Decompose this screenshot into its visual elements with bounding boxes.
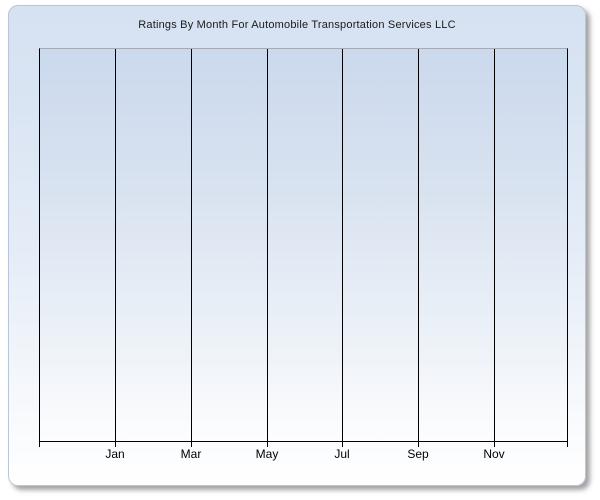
x-gridline-sep (418, 49, 419, 441)
x-axis-label: Mar (180, 447, 202, 461)
x-axis-tick (191, 442, 192, 447)
x-axis-tick (115, 442, 116, 447)
x-axis-tick (267, 442, 268, 447)
x-gridline-jul (342, 49, 343, 441)
x-axis-tick (342, 442, 343, 447)
x-axis-tick (494, 442, 495, 447)
x-axis-label: Nov (483, 447, 505, 461)
x-axis-tick (567, 442, 568, 447)
chart-panel: Ratings By Month For Automobile Transpor… (8, 5, 586, 486)
x-axis-tick (39, 442, 40, 447)
x-gridline-jan (115, 49, 116, 441)
chart-title: Ratings By Month For Automobile Transpor… (138, 19, 456, 31)
x-axis-labels: Jan Mar May Jul Sep Nov (39, 447, 568, 462)
x-gridline-mar (191, 49, 192, 441)
x-axis-ticks (39, 442, 568, 447)
x-axis-label: Jul (334, 447, 350, 461)
x-gridline-nov (494, 49, 495, 441)
x-axis-label: Jan (105, 447, 125, 461)
x-gridline-may (267, 49, 268, 441)
x-axis-label: May (255, 447, 279, 461)
x-axis-label: Sep (407, 447, 429, 461)
x-axis-tick (418, 442, 419, 447)
plot-area (39, 48, 568, 442)
